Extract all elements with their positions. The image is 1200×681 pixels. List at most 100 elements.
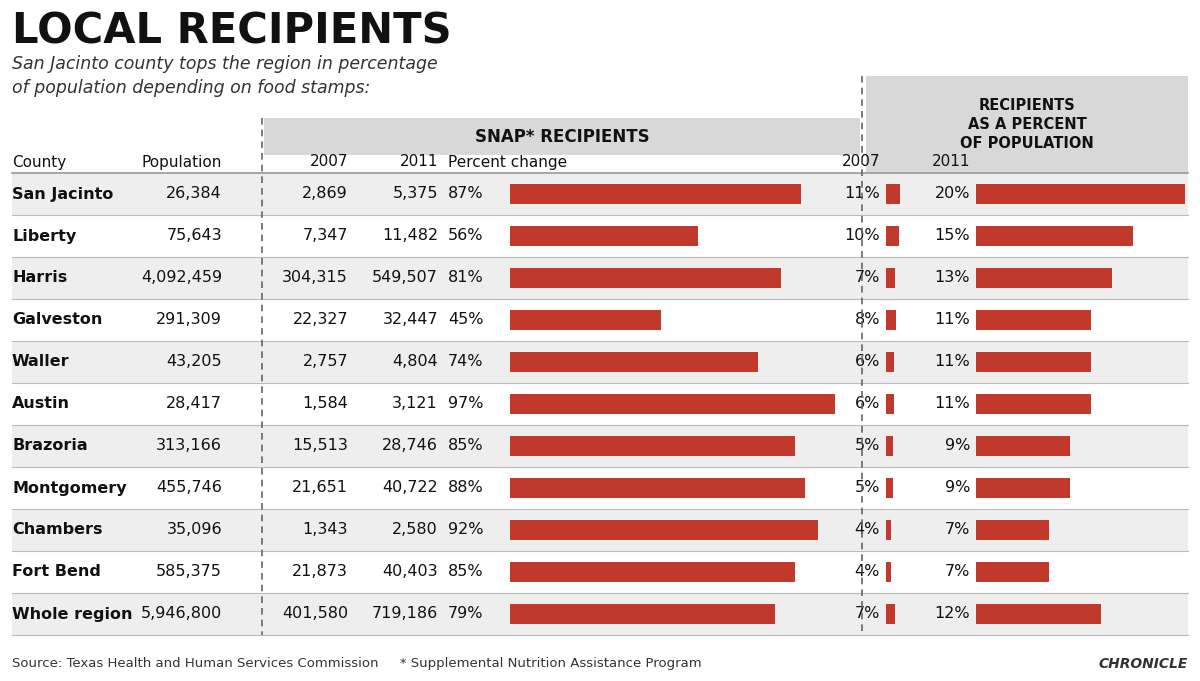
Text: 549,507: 549,507	[372, 270, 438, 285]
Bar	[510, 436, 794, 456]
Text: 26,384: 26,384	[167, 187, 222, 202]
Text: 6%: 6%	[854, 396, 880, 411]
Bar	[886, 478, 893, 498]
Text: 81%: 81%	[448, 270, 484, 285]
Bar	[264, 118, 860, 155]
Bar	[12, 257, 1188, 299]
Text: 2011: 2011	[400, 155, 438, 170]
Text: 7%: 7%	[854, 607, 880, 622]
Text: RECIPIENTS
AS A PERCENT
OF POPULATION: RECIPIENTS AS A PERCENT OF POPULATION	[960, 98, 1094, 151]
Text: Waller: Waller	[12, 355, 70, 370]
Text: 719,186: 719,186	[372, 607, 438, 622]
Text: Montgomery: Montgomery	[12, 481, 127, 496]
Text: 9%: 9%	[944, 439, 970, 454]
Bar	[886, 436, 893, 456]
Bar	[976, 226, 1133, 246]
Text: Fort Bend: Fort Bend	[12, 565, 101, 580]
Text: 10%: 10%	[845, 229, 880, 244]
Text: 2007: 2007	[841, 155, 880, 170]
Text: 85%: 85%	[448, 439, 484, 454]
Text: 74%: 74%	[448, 355, 484, 370]
Text: Population: Population	[142, 155, 222, 170]
Text: County: County	[12, 155, 66, 170]
Text: Chambers: Chambers	[12, 522, 102, 537]
Bar	[12, 173, 1188, 215]
Text: 92%: 92%	[448, 522, 484, 537]
Text: 7%: 7%	[944, 522, 970, 537]
Text: 455,746: 455,746	[156, 481, 222, 496]
Text: 88%: 88%	[448, 481, 484, 496]
Bar	[510, 310, 661, 330]
Text: 20%: 20%	[935, 187, 970, 202]
Text: 28,417: 28,417	[166, 396, 222, 411]
Text: 7%: 7%	[854, 270, 880, 285]
Bar	[12, 509, 1188, 551]
Text: 5,946,800: 5,946,800	[140, 607, 222, 622]
Text: Austin: Austin	[12, 396, 70, 411]
Text: 401,580: 401,580	[282, 607, 348, 622]
Text: 2,869: 2,869	[302, 187, 348, 202]
Text: LOCAL RECIPIENTS: LOCAL RECIPIENTS	[12, 10, 451, 52]
Bar	[886, 562, 892, 582]
Text: 2,580: 2,580	[392, 522, 438, 537]
Bar	[510, 604, 775, 624]
Bar	[510, 226, 697, 246]
Text: 13%: 13%	[935, 270, 970, 285]
Text: 28,746: 28,746	[382, 439, 438, 454]
Text: 2011: 2011	[931, 155, 970, 170]
Bar	[12, 593, 1188, 635]
Bar	[886, 226, 899, 246]
Bar	[510, 520, 818, 540]
Text: 3,121: 3,121	[392, 396, 438, 411]
Bar	[12, 215, 1188, 257]
Text: 56%: 56%	[448, 229, 484, 244]
Text: 6%: 6%	[854, 355, 880, 370]
Bar	[886, 310, 896, 330]
Bar	[976, 478, 1070, 498]
Text: Source: Texas Health and Human Services Commission     * Supplemental Nutrition : Source: Texas Health and Human Services …	[12, 657, 702, 670]
Text: 79%: 79%	[448, 607, 484, 622]
Bar	[886, 184, 900, 204]
Text: 22,327: 22,327	[293, 313, 348, 328]
Text: 8%: 8%	[854, 313, 880, 328]
Text: 40,403: 40,403	[383, 565, 438, 580]
Text: 15,513: 15,513	[292, 439, 348, 454]
Bar	[510, 184, 802, 204]
Text: San Jacinto: San Jacinto	[12, 187, 113, 202]
Text: 12%: 12%	[935, 607, 970, 622]
Text: 5,375: 5,375	[392, 187, 438, 202]
Text: 85%: 85%	[448, 565, 484, 580]
Text: 11%: 11%	[935, 396, 970, 411]
Text: Percent change: Percent change	[448, 155, 568, 170]
Text: 32,447: 32,447	[383, 313, 438, 328]
Bar	[976, 268, 1112, 288]
Bar	[510, 562, 794, 582]
Bar	[976, 562, 1049, 582]
Text: 15%: 15%	[935, 229, 970, 244]
Text: 97%: 97%	[448, 396, 484, 411]
Bar	[976, 184, 1186, 204]
Text: 7%: 7%	[944, 565, 970, 580]
Text: Whole region: Whole region	[12, 607, 132, 622]
Text: 4,804: 4,804	[392, 355, 438, 370]
Bar	[886, 394, 894, 414]
Text: 4%: 4%	[854, 522, 880, 537]
Bar	[510, 478, 805, 498]
Bar	[12, 551, 1188, 593]
Text: CHRONICLE: CHRONICLE	[1099, 657, 1188, 671]
Text: 45%: 45%	[448, 313, 484, 328]
Text: 40,722: 40,722	[383, 481, 438, 496]
Text: 4,092,459: 4,092,459	[140, 270, 222, 285]
Text: Brazoria: Brazoria	[12, 439, 88, 454]
Bar	[12, 299, 1188, 341]
Text: 1,584: 1,584	[302, 396, 348, 411]
Text: 5%: 5%	[854, 439, 880, 454]
Text: 21,873: 21,873	[292, 565, 348, 580]
Bar	[886, 268, 895, 288]
Text: Liberty: Liberty	[12, 229, 77, 244]
Text: 4%: 4%	[854, 565, 880, 580]
Bar	[976, 436, 1070, 456]
Text: 11,482: 11,482	[382, 229, 438, 244]
Bar	[12, 425, 1188, 467]
Bar	[510, 268, 781, 288]
